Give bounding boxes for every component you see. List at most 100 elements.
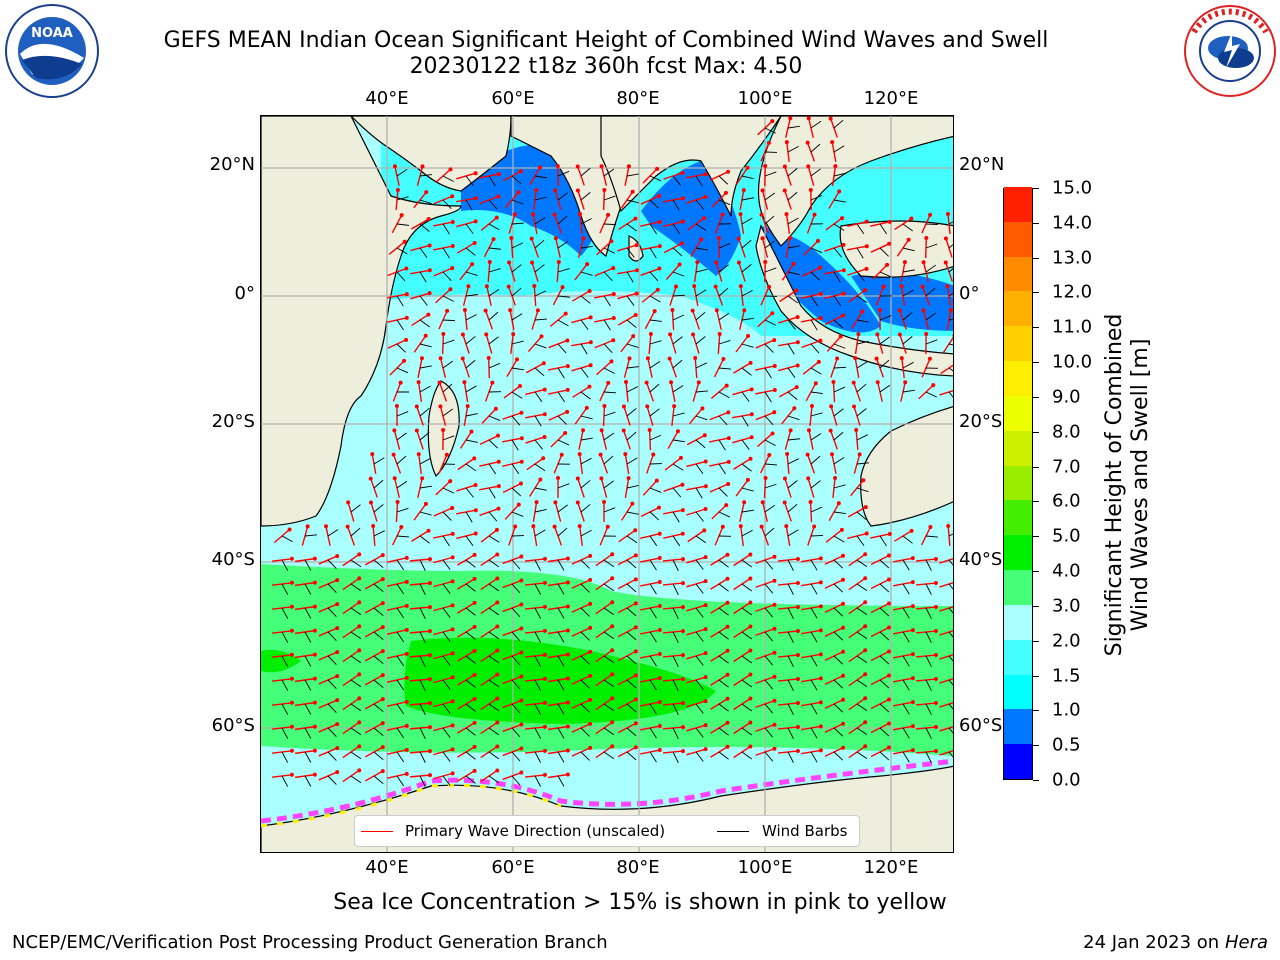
wind-barb xyxy=(281,559,289,571)
wind-barb xyxy=(718,679,729,688)
wave-arrow-head xyxy=(828,116,833,121)
wave-arrow-head xyxy=(909,528,914,533)
wind-barb xyxy=(695,607,704,618)
wind-barb xyxy=(764,215,775,225)
wind-barb xyxy=(419,343,432,348)
wind-barb xyxy=(879,359,890,369)
wind-barb xyxy=(810,343,820,354)
wind-barb xyxy=(626,751,637,761)
wave-arrow-head xyxy=(370,452,375,457)
wind-barb xyxy=(465,703,476,712)
wind-barb xyxy=(879,679,890,689)
wave-arrow-head xyxy=(563,431,568,436)
wind-barb xyxy=(879,559,890,569)
wind-barb xyxy=(511,199,524,205)
wave-arrow-head xyxy=(795,724,800,729)
wave-arrow-head xyxy=(380,625,385,630)
wave-arrow-head xyxy=(610,552,615,557)
colorbar-tick-mark xyxy=(1033,466,1039,468)
wave-arrow-head xyxy=(720,524,725,529)
wind-barb xyxy=(833,343,846,349)
wind-barb xyxy=(626,583,637,593)
wind-barb-swatch xyxy=(717,831,749,832)
wave-arrow-head xyxy=(724,383,729,388)
wave-arrow-head xyxy=(725,696,730,701)
wind-barb xyxy=(534,703,541,715)
wind-barb xyxy=(465,385,477,393)
wave-arrow-head xyxy=(655,287,660,292)
wave-arrow-head xyxy=(541,361,546,366)
wave-arrow-head xyxy=(495,552,500,557)
wave-arrow-head xyxy=(886,601,891,606)
wind-barb xyxy=(764,703,774,714)
noaa-logo-icon: NOAA xyxy=(2,2,106,106)
wave-arrow-head xyxy=(450,723,455,728)
wave-arrow-head xyxy=(840,313,845,318)
wind-barb xyxy=(948,727,953,734)
colorbar-segment xyxy=(1004,430,1032,466)
wind-barb xyxy=(649,295,661,303)
wave-arrow-head xyxy=(493,406,498,411)
wave-arrow-head xyxy=(829,452,834,457)
wave-arrow-head xyxy=(695,260,700,265)
wave-arrow-head xyxy=(886,721,891,726)
wave-arrow-head xyxy=(414,428,419,433)
wave-arrow-head xyxy=(725,720,730,725)
wind-barb xyxy=(649,175,662,182)
wave-arrow-head xyxy=(668,332,673,337)
wind-barb xyxy=(879,751,890,761)
wave-arrow-head xyxy=(611,316,616,321)
wind-barb xyxy=(764,751,774,762)
wind-barb xyxy=(856,361,868,369)
wave-arrow-head xyxy=(626,164,631,169)
wave-arrow-head xyxy=(772,674,777,679)
wave-arrow-head xyxy=(588,601,593,606)
wind-barb xyxy=(534,217,546,225)
wind-barb xyxy=(580,529,592,537)
wind-barb xyxy=(695,535,707,544)
wind-barb xyxy=(741,487,754,492)
wave-arrow-head xyxy=(691,332,696,337)
wave-arrow-head xyxy=(812,524,817,529)
wave-arrow-head xyxy=(833,164,838,169)
wind-barb xyxy=(534,391,543,403)
wave-arrow-head xyxy=(404,771,409,776)
wave-arrow-head xyxy=(565,700,570,705)
wave-arrow-head xyxy=(335,674,340,679)
wave-arrow-head xyxy=(404,337,409,342)
wave-arrow-head xyxy=(556,476,561,480)
wave-arrow-head xyxy=(427,605,432,610)
wind-barb xyxy=(603,679,615,688)
wind-barb xyxy=(833,535,845,543)
wave-arrow-head xyxy=(542,580,547,585)
wind-barb xyxy=(695,487,703,499)
wind-barb xyxy=(488,288,500,297)
colorbar-tick-label: 5.0 xyxy=(1052,525,1081,547)
wind-barb xyxy=(810,143,821,153)
wave-arrow-head xyxy=(380,745,385,750)
wind-barb xyxy=(856,631,868,640)
wave-arrow-head xyxy=(943,260,948,265)
wind-barb xyxy=(718,727,729,736)
wave-arrow-head xyxy=(584,405,589,410)
wave-arrow-head xyxy=(633,697,638,702)
wave-arrow-head xyxy=(633,553,638,558)
wind-barb xyxy=(833,431,844,441)
colorbar-tick-mark xyxy=(1033,188,1039,189)
wind-barb xyxy=(465,775,476,784)
wave-arrow-head xyxy=(519,626,524,631)
wind-barb xyxy=(833,631,844,641)
wave-arrow-head xyxy=(357,552,362,557)
wave-arrow-head xyxy=(725,744,730,749)
wind-barb xyxy=(948,318,953,321)
wave-arrow-head xyxy=(703,603,708,608)
wave-arrow-head xyxy=(472,768,477,773)
wave-arrow-head xyxy=(818,700,823,705)
wave-arrow-head xyxy=(588,577,593,582)
wave-band-4m xyxy=(404,637,716,724)
wave-arrow-head xyxy=(426,217,431,222)
wind-barb xyxy=(787,458,799,465)
wave-arrow-head xyxy=(702,433,707,438)
sea-ice-fringe xyxy=(261,758,953,824)
wind-barb xyxy=(488,679,500,688)
